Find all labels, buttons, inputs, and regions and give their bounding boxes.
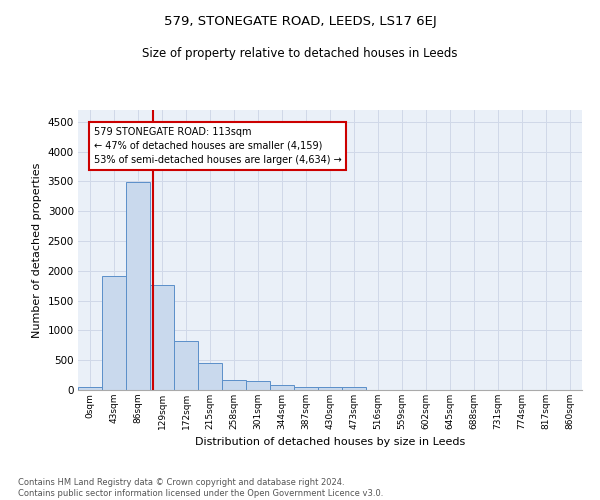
- Text: 579, STONEGATE ROAD, LEEDS, LS17 6EJ: 579, STONEGATE ROAD, LEEDS, LS17 6EJ: [164, 15, 436, 28]
- Bar: [270, 384, 294, 390]
- Bar: [174, 340, 198, 390]
- Text: Size of property relative to detached houses in Leeds: Size of property relative to detached ho…: [142, 48, 458, 60]
- Bar: [222, 380, 246, 390]
- Y-axis label: Number of detached properties: Number of detached properties: [32, 162, 42, 338]
- Bar: [78, 387, 102, 390]
- Bar: [246, 381, 270, 390]
- Bar: [294, 386, 318, 390]
- Bar: [342, 388, 366, 390]
- Bar: [102, 276, 126, 390]
- X-axis label: Distribution of detached houses by size in Leeds: Distribution of detached houses by size …: [195, 438, 465, 448]
- Bar: [150, 284, 174, 390]
- Text: 579 STONEGATE ROAD: 113sqm
← 47% of detached houses are smaller (4,159)
53% of s: 579 STONEGATE ROAD: 113sqm ← 47% of deta…: [94, 126, 341, 164]
- Bar: [318, 388, 342, 390]
- Bar: [126, 182, 150, 390]
- Text: Contains HM Land Registry data © Crown copyright and database right 2024.
Contai: Contains HM Land Registry data © Crown c…: [18, 478, 383, 498]
- Bar: [198, 363, 222, 390]
